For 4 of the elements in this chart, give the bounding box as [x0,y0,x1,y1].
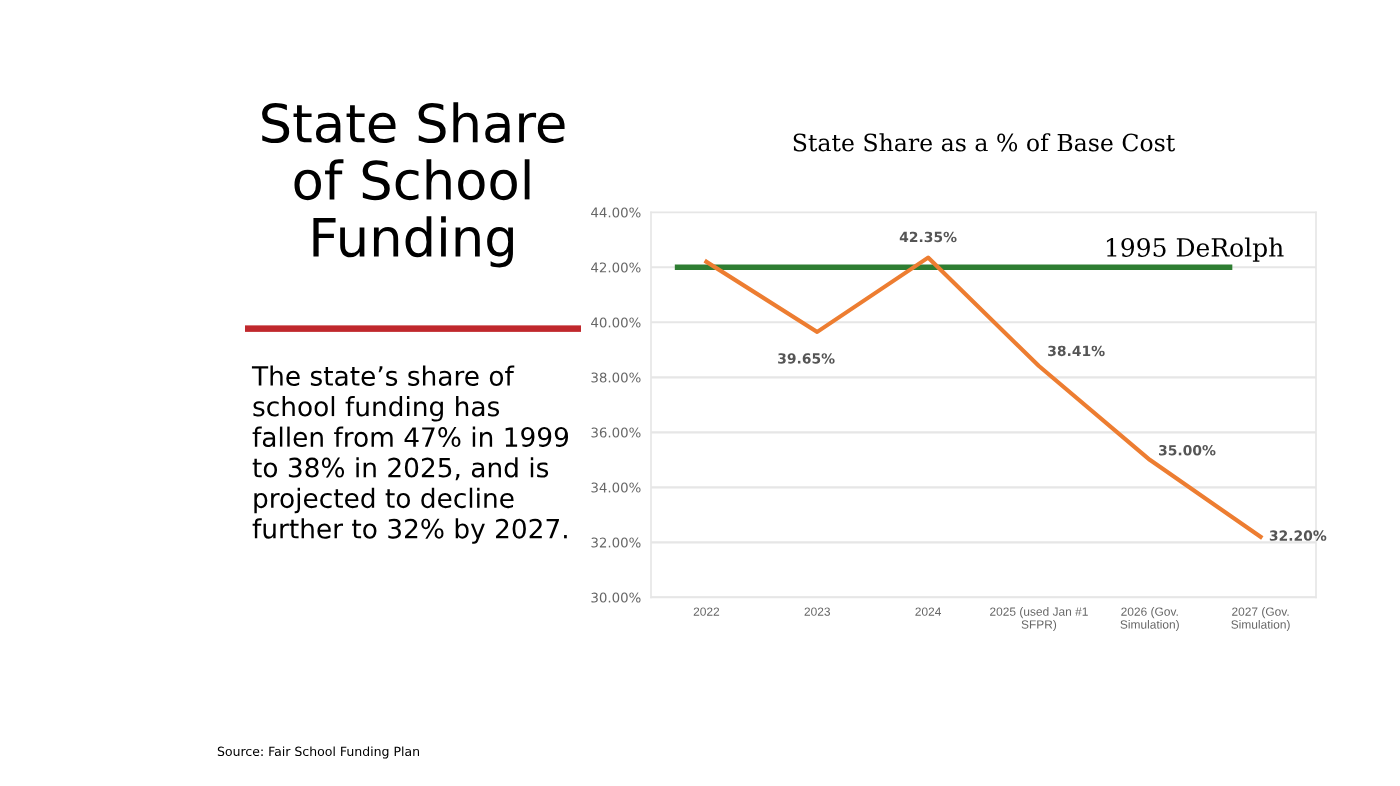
chart-title: State Share as a % of Base Cost [793,133,1176,152]
text: State Share of School Funding [262,102,565,268]
text: The state’s share of school funding has fallen from 47% in 1999 to 38% in 2025, and is projected to decline further to 32% by 2027. [251,365,569,544]
ref-line-label: 1995 DeRolph [1106,237,1284,262]
